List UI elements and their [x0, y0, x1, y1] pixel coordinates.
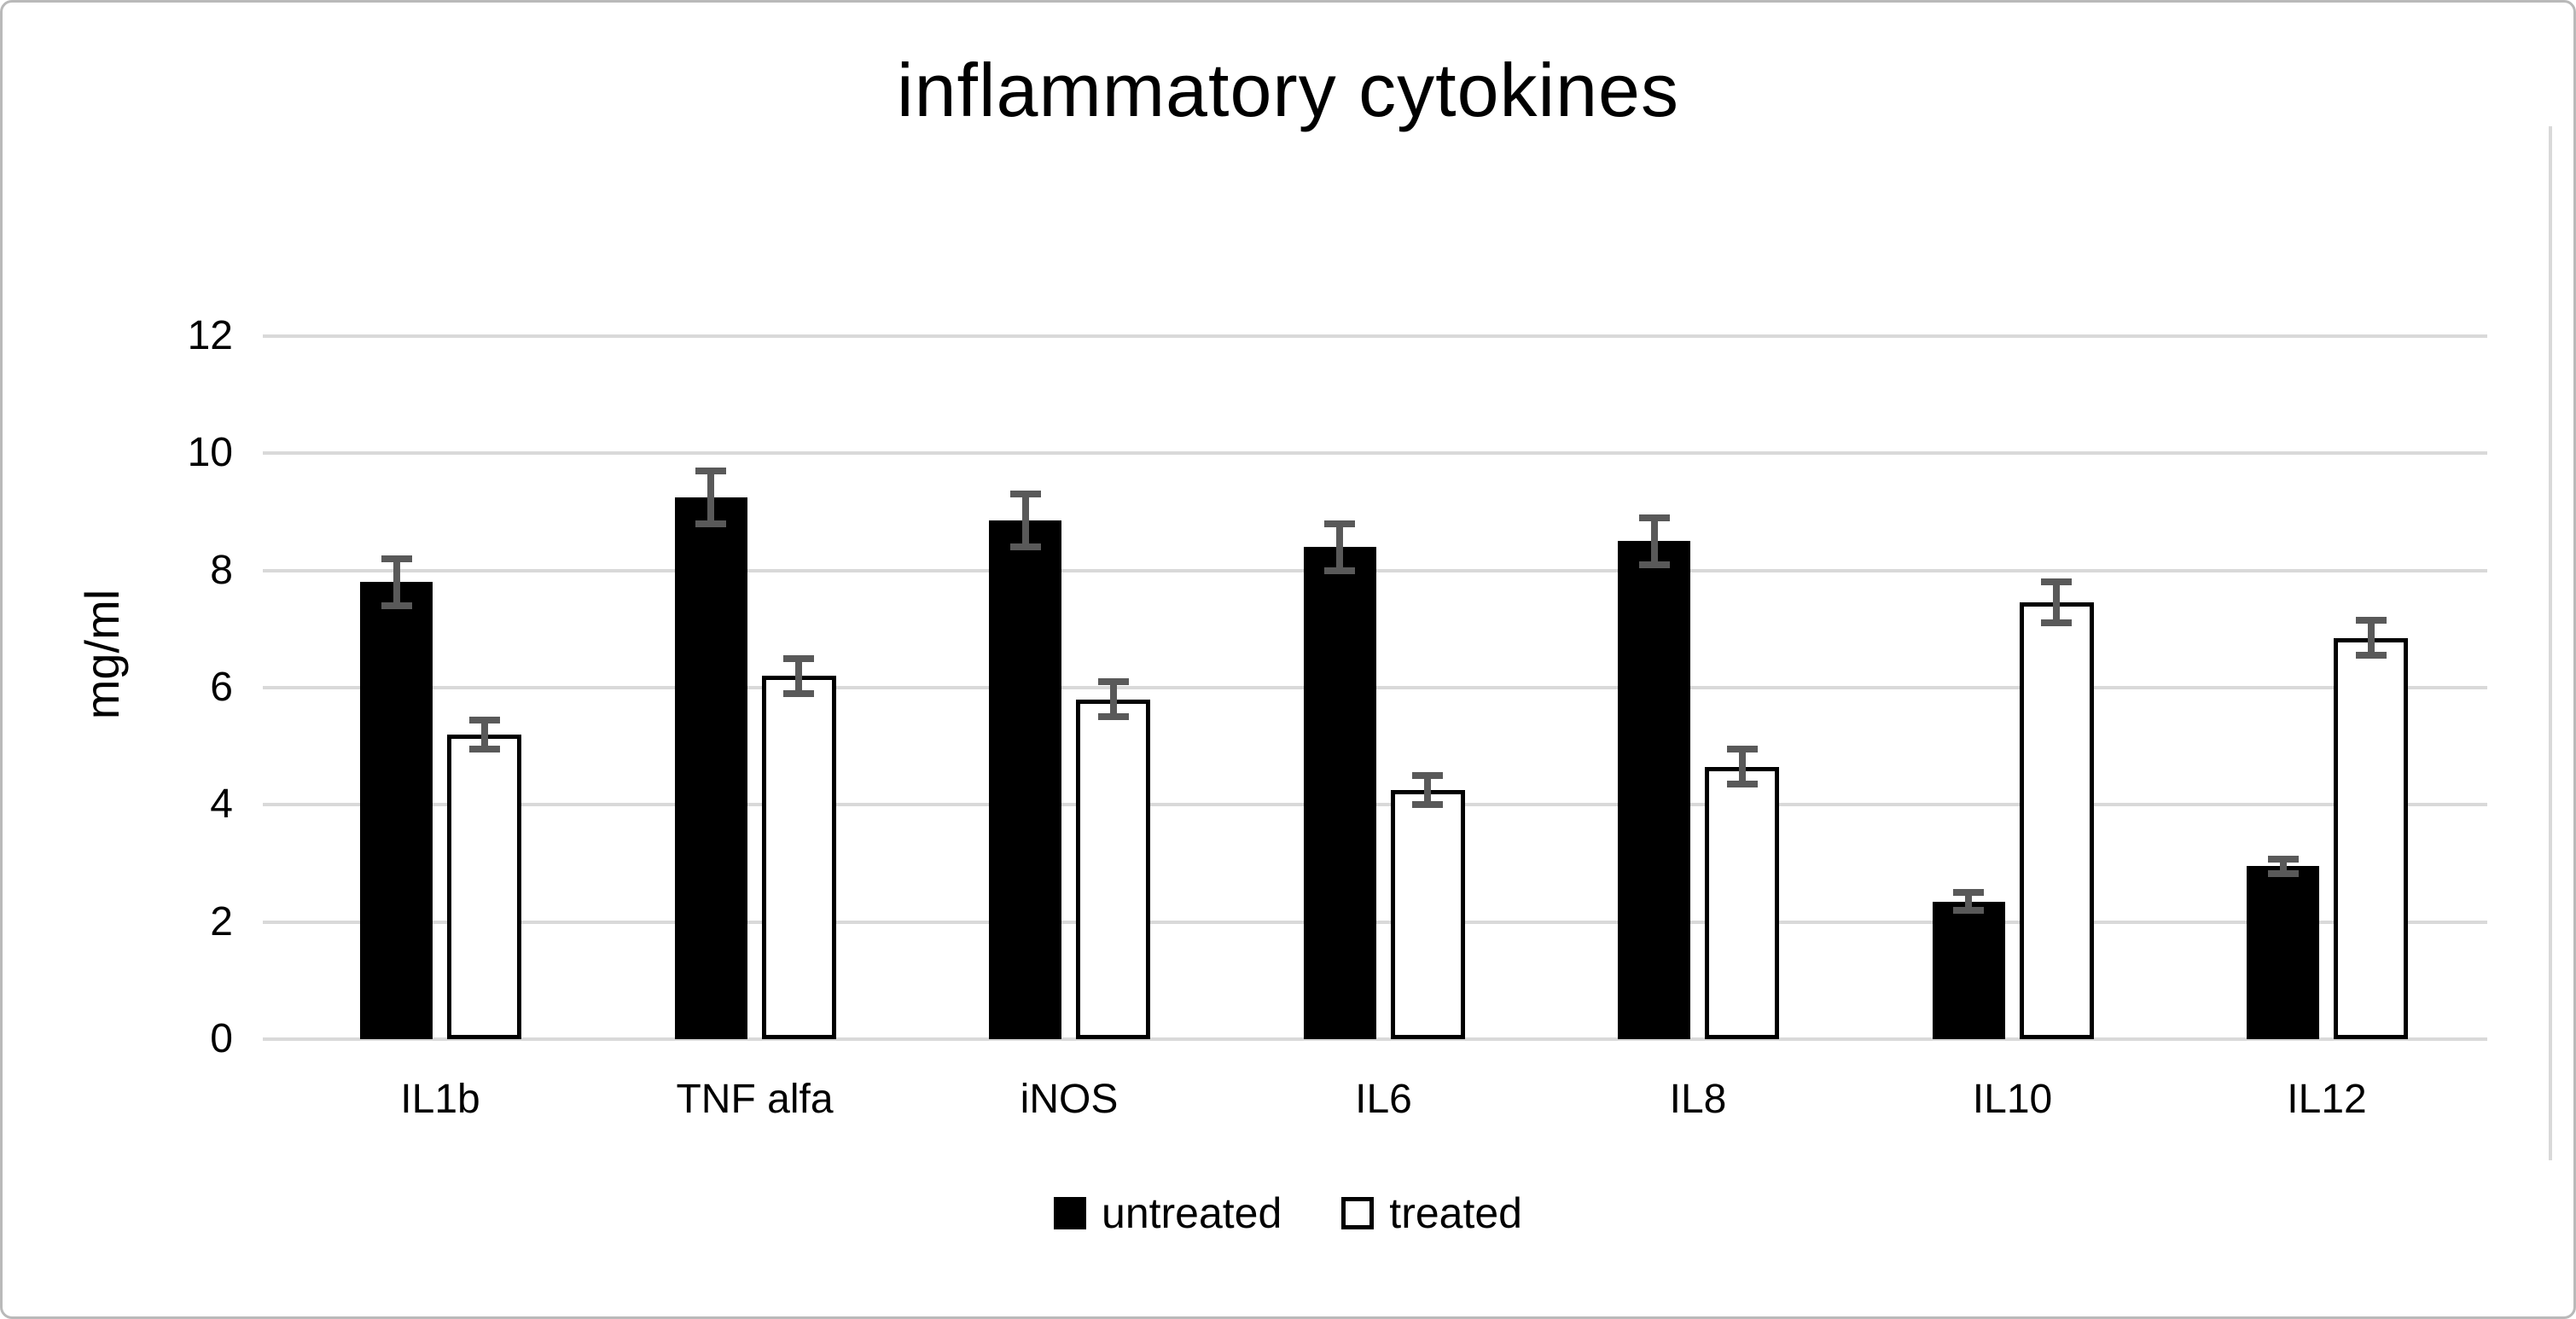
chart-title: inflammatory cytokines: [897, 48, 1679, 132]
error-bar-cap-top: [1097, 678, 1129, 686]
error-bar-cap-top: [468, 716, 500, 723]
error-bar-cap-bottom: [1009, 543, 1041, 551]
bar-treated-IL8: [1705, 766, 1779, 1039]
bar-untreated-IL10: [1932, 901, 2005, 1039]
error-bar-line: [2279, 859, 2287, 874]
y-tick-label-8: 8: [210, 547, 233, 593]
x-category-label-IL6: IL6: [1355, 1077, 1412, 1122]
error-bar-cap-top: [1953, 889, 1984, 897]
error-bar-line: [1965, 892, 1972, 910]
error-bar-cap-bottom: [1638, 561, 1670, 568]
error-bar-cap-top: [381, 555, 412, 562]
error-bar-cap-bottom: [381, 601, 412, 609]
x-category-label-TNF-alfa: TNF alfa: [676, 1077, 834, 1122]
error-bar-line: [1650, 517, 1658, 565]
error-bar-line: [795, 658, 802, 694]
y-tick-label-12: 12: [187, 313, 233, 358]
error-bar-cap-bottom: [1953, 906, 1984, 914]
error-bar-line: [1021, 494, 1029, 548]
legend-swatch-untreated: [1054, 1197, 1087, 1229]
bar-treated-IL1b: [447, 734, 521, 1039]
legend-swatch-treated: [1341, 1197, 1375, 1229]
error-bar-line: [1738, 749, 1746, 785]
error-bar-cap-bottom: [2267, 869, 2299, 877]
y-tick-label-6: 6: [210, 665, 233, 710]
error-bar-cap-top: [1009, 491, 1041, 498]
legend-item-untreated: untreated: [1054, 1188, 1282, 1238]
error-bar-cap-top: [2355, 617, 2387, 625]
error-bar-cap-bottom: [695, 520, 726, 527]
bar-untreated-IL1b: [360, 582, 433, 1039]
error-bar-cap-bottom: [1097, 713, 1129, 721]
y-tick-label-2: 2: [210, 898, 233, 944]
gridline-0: [263, 1037, 2487, 1041]
bar-treated-TNF-alfa: [761, 676, 836, 1039]
error-bar-cap-bottom: [783, 689, 814, 697]
error-bar-line: [1424, 776, 1431, 805]
bar-treated-IL10: [2019, 602, 2094, 1039]
plot-right-border: [2549, 126, 2552, 1160]
error-bar-cap-top: [2267, 856, 2299, 863]
error-bar-cap-top: [783, 654, 814, 662]
error-bar-cap-top: [1412, 772, 1443, 779]
x-category-label-IL8: IL8: [1669, 1077, 1727, 1122]
y-tick-label-4: 4: [210, 782, 233, 828]
legend: untreated treated: [3, 1188, 2573, 1238]
x-category-label-IL10: IL10: [1972, 1077, 2053, 1122]
error-bar-cap-top: [1324, 520, 1355, 527]
legend-label-untreated: untreated: [1102, 1189, 1282, 1237]
error-bar-cap-bottom: [1726, 781, 1758, 788]
y-tick-label-0: 0: [210, 1016, 233, 1061]
error-bar-line: [480, 719, 488, 750]
error-bar-cap-bottom: [2041, 619, 2072, 627]
error-bar-cap-bottom: [2355, 652, 2387, 660]
y-tick-label-10: 10: [187, 430, 233, 476]
bar-untreated-IL12: [2247, 866, 2319, 1039]
legend-label-treated: treated: [1389, 1189, 1522, 1237]
bar-treated-IL12: [2334, 637, 2408, 1039]
bar-untreated-TNF-alfa: [674, 497, 747, 1039]
error-bar-cap-top: [695, 467, 726, 474]
error-bar-cap-top: [1726, 746, 1758, 753]
bar-untreated-IL6: [1303, 547, 1376, 1039]
error-bar-cap-bottom: [468, 746, 500, 753]
legend-item-treated: treated: [1341, 1188, 1522, 1238]
gridline-10: [263, 451, 2487, 456]
error-bar-cap-top: [1638, 514, 1670, 521]
error-bar-line: [393, 558, 400, 606]
x-category-label-IL12: IL12: [2287, 1077, 2367, 1122]
plot-area: [263, 334, 2487, 1041]
x-category-label-IL1b: IL1b: [400, 1077, 480, 1122]
bar-untreated-iNOS: [989, 520, 1061, 1039]
x-category-label-iNOS: iNOS: [1020, 1077, 1119, 1122]
gridline-12: [263, 334, 2487, 338]
error-bar-cap-bottom: [1324, 567, 1355, 574]
error-bar-line: [1336, 523, 1343, 571]
error-bar-line: [2367, 620, 2375, 656]
error-bar-line: [1109, 682, 1117, 718]
bar-untreated-IL8: [1618, 541, 1690, 1039]
error-bar-cap-bottom: [1412, 801, 1443, 809]
error-bar-line: [2053, 582, 2060, 624]
bar-treated-iNOS: [1076, 699, 1150, 1039]
error-bar-cap-top: [2041, 578, 2072, 586]
error-bar-line: [707, 470, 714, 524]
bar-treated-IL6: [1390, 790, 1465, 1039]
